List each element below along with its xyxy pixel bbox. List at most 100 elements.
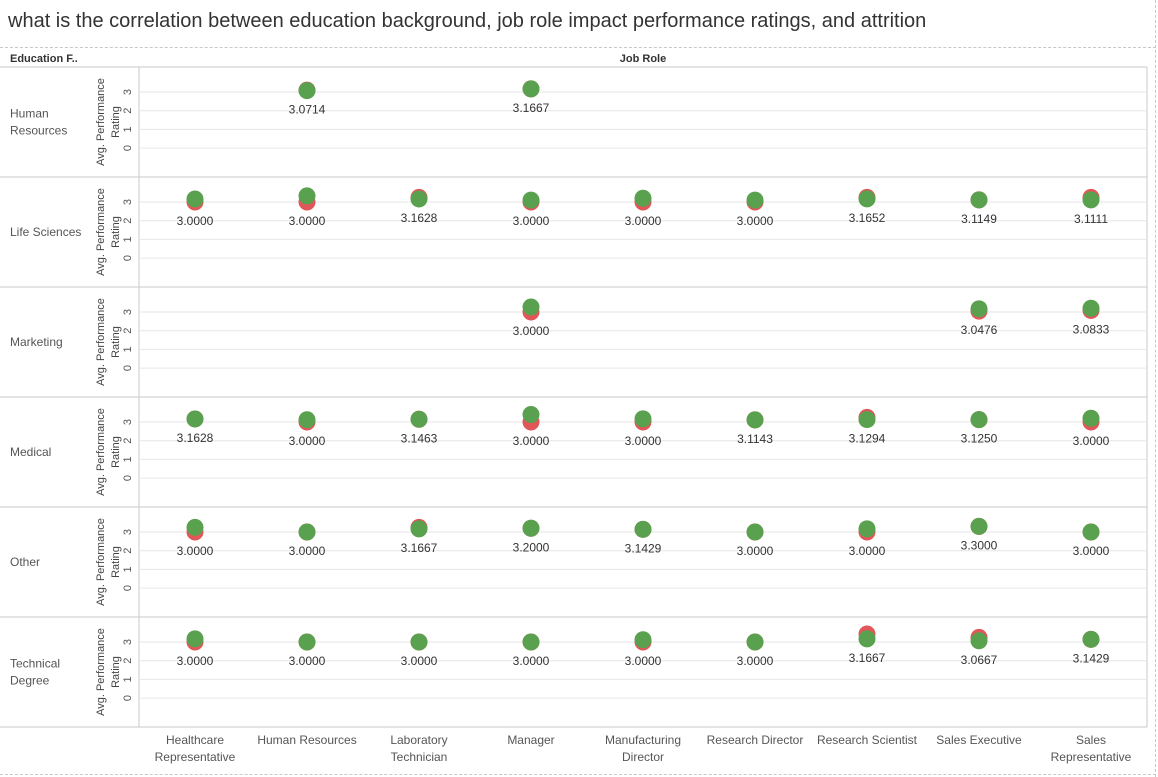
mark-group[interactable]: 3.1667 (849, 625, 886, 665)
mark-group[interactable]: 3.0000 (737, 633, 774, 669)
mark-group[interactable]: 3.0000 (177, 518, 214, 558)
attrition-no-point[interactable] (522, 406, 540, 424)
attrition-no-point[interactable] (186, 518, 204, 536)
mark-group[interactable]: 3.1111 (1074, 188, 1108, 226)
mark-group[interactable]: 3.1429 (1073, 630, 1110, 666)
mark-group[interactable]: 3.2000 (513, 519, 550, 555)
attrition-no-point[interactable] (858, 411, 876, 429)
attrition-no-point[interactable] (970, 632, 988, 650)
column-label[interactable]: Technician (391, 750, 448, 764)
row-label[interactable]: Degree (10, 674, 50, 688)
attrition-no-point[interactable] (298, 82, 316, 100)
mark-group[interactable]: 3.1628 (177, 410, 214, 445)
attrition-no-point[interactable] (970, 300, 988, 318)
attrition-no-point[interactable] (522, 191, 540, 209)
attrition-no-point[interactable] (746, 191, 764, 209)
attrition-no-point[interactable] (970, 517, 988, 535)
mark-group[interactable]: 3.0667 (961, 628, 998, 667)
row-label[interactable]: Other (10, 555, 40, 569)
attrition-no-point[interactable] (298, 523, 316, 541)
mark-group[interactable]: 3.1429 (625, 520, 662, 556)
attrition-no-point[interactable] (1082, 523, 1100, 541)
row-label[interactable]: Technical (10, 657, 60, 671)
row-label[interactable]: Medical (10, 445, 51, 459)
mark-group[interactable]: 3.0000 (1073, 409, 1110, 448)
mark-group[interactable]: 3.1143 (737, 411, 773, 446)
attrition-no-point[interactable] (1082, 191, 1100, 209)
mark-group[interactable]: 3.3000 (961, 517, 998, 553)
mark-group[interactable]: 3.0000 (1073, 523, 1110, 559)
mark-group[interactable]: 3.0000 (737, 191, 774, 228)
row-label[interactable]: Resources (10, 124, 67, 138)
attrition-no-point[interactable] (1082, 299, 1100, 317)
mark-group[interactable]: 3.0000 (625, 631, 662, 668)
column-label[interactable]: Representative (1051, 750, 1132, 764)
attrition-no-point[interactable] (298, 411, 316, 429)
attrition-no-point[interactable] (746, 523, 764, 541)
row-label[interactable]: Life Sciences (10, 225, 81, 239)
column-label[interactable]: Manufacturing (605, 733, 681, 747)
column-label[interactable]: Research Scientist (817, 733, 918, 747)
mark-group[interactable]: 3.0714 (289, 81, 326, 117)
attrition-no-point[interactable] (298, 187, 316, 205)
mark-group[interactable]: 3.0000 (177, 630, 214, 668)
attrition-no-point[interactable] (858, 190, 876, 208)
column-label[interactable]: Sales Executive (936, 733, 1022, 747)
mark-group[interactable]: 3.0000 (289, 633, 326, 669)
attrition-no-point[interactable] (522, 633, 540, 651)
mark-group[interactable]: 3.0000 (737, 523, 774, 559)
mark-group[interactable]: 3.0000 (513, 298, 550, 338)
attrition-no-point[interactable] (186, 630, 204, 648)
attrition-no-point[interactable] (186, 190, 204, 208)
attrition-no-point[interactable] (746, 633, 764, 651)
mark-group[interactable]: 3.0476 (961, 300, 998, 337)
mark-group[interactable]: 3.1250 (961, 411, 998, 446)
mark-group[interactable]: 3.0000 (401, 633, 438, 669)
attrition-no-point[interactable] (634, 520, 652, 538)
attrition-no-point[interactable] (970, 411, 988, 429)
attrition-no-point[interactable] (1082, 630, 1100, 648)
column-label[interactable]: Representative (155, 750, 236, 764)
attrition-no-point[interactable] (634, 410, 652, 428)
attrition-no-point[interactable] (410, 520, 428, 538)
attrition-no-point[interactable] (186, 410, 204, 428)
column-label[interactable]: Director (622, 750, 664, 764)
attrition-no-point[interactable] (858, 630, 876, 648)
column-label[interactable]: Manager (507, 733, 554, 747)
mark-group[interactable]: 3.1149 (961, 191, 997, 226)
attrition-no-point[interactable] (634, 631, 652, 649)
attrition-no-point[interactable] (858, 520, 876, 538)
row-label[interactable]: Human (10, 107, 49, 121)
mark-group[interactable]: 3.0000 (625, 410, 662, 448)
mark-group[interactable]: 3.0000 (289, 187, 326, 228)
attrition-no-point[interactable] (522, 298, 540, 316)
mark-group[interactable]: 3.1463 (401, 410, 438, 446)
attrition-no-point[interactable] (970, 191, 988, 209)
mark-group[interactable]: 3.0000 (177, 190, 214, 228)
attrition-no-point[interactable] (410, 633, 428, 651)
mark-group[interactable]: 3.1667 (513, 80, 550, 115)
mark-group[interactable]: 3.0000 (513, 406, 550, 448)
mark-group[interactable]: 3.0000 (289, 523, 326, 559)
attrition-no-point[interactable] (298, 633, 316, 651)
mark-group[interactable]: 3.0000 (513, 191, 550, 228)
attrition-no-point[interactable] (634, 189, 652, 207)
mark-group[interactable]: 3.1628 (401, 188, 438, 225)
mark-group[interactable]: 3.1652 (849, 188, 886, 225)
attrition-no-point[interactable] (522, 519, 540, 537)
attrition-no-point[interactable] (522, 80, 540, 98)
row-field-header[interactable]: Education F.. (10, 53, 78, 65)
attrition-no-point[interactable] (1082, 409, 1100, 427)
column-label[interactable]: Laboratory (390, 733, 447, 747)
column-label[interactable]: Sales (1076, 733, 1106, 747)
attrition-no-point[interactable] (410, 190, 428, 208)
column-label[interactable]: Human Resources (257, 733, 356, 747)
column-field-header[interactable]: Job Role (620, 53, 666, 65)
mark-group[interactable]: 3.0000 (289, 411, 326, 448)
mark-group[interactable]: 3.1294 (849, 408, 886, 446)
attrition-no-point[interactable] (410, 410, 428, 428)
attrition-no-point[interactable] (746, 411, 764, 429)
row-label[interactable]: Marketing (10, 335, 63, 349)
mark-group[interactable]: 3.0000 (849, 520, 886, 558)
mark-group[interactable]: 3.0000 (625, 189, 662, 228)
